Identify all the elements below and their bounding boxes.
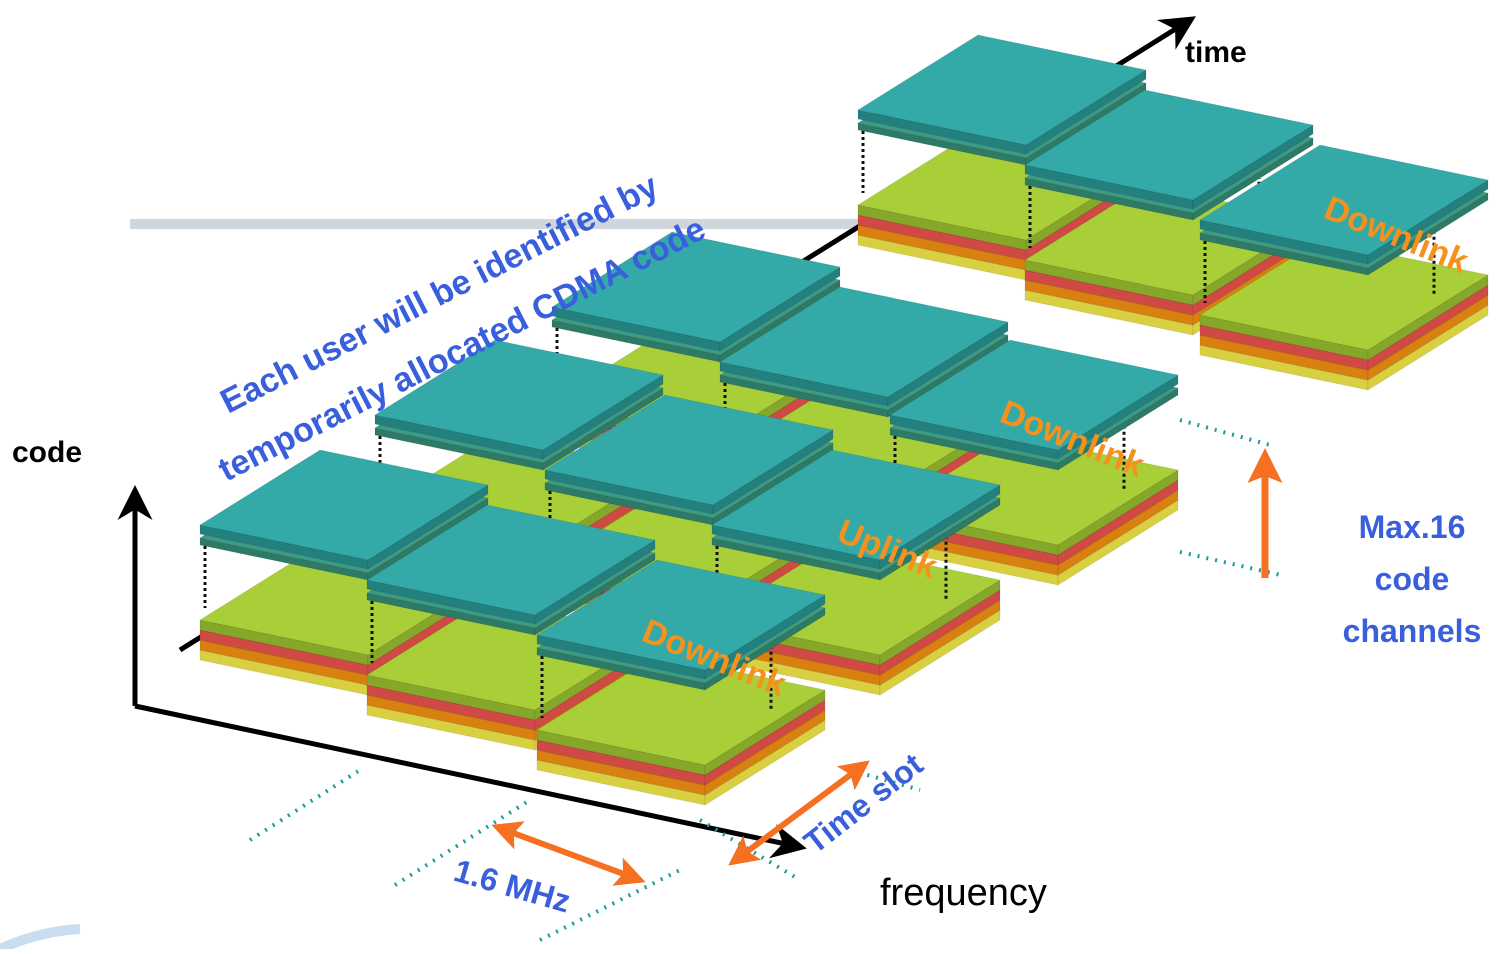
max-code-channels-line-1: Max.16 [1359, 509, 1466, 545]
slot-stack [1198, 144, 1490, 391]
bandwidth-arrow [491, 821, 646, 886]
layer-teal-top-top [373, 339, 665, 451]
layer-teal-top-top [543, 394, 835, 506]
layer-teal-top-top [198, 449, 490, 561]
layer-teal-top-top [1198, 144, 1490, 256]
layer-teal-top-top [550, 231, 842, 343]
time-slot-arrow [728, 760, 870, 866]
layer-lime-top [535, 654, 827, 766]
layer-teal-top-top [718, 286, 1010, 398]
slot-stack [888, 339, 1180, 586]
layer-lime-top [1198, 239, 1490, 351]
bandwidth-label: 1.6 MHz [450, 852, 574, 919]
layer-teal-top-top [710, 449, 1002, 561]
max-code-channels-line-2: code [1375, 561, 1450, 597]
layer-teal-top-top [1023, 89, 1315, 201]
max-code-channels-line-3: channels [1343, 613, 1482, 649]
slot-stacks [198, 34, 1490, 806]
layer-teal-top-top [535, 559, 827, 671]
code-axis-label: code [12, 436, 82, 469]
frequency-axis-label: frequency [880, 872, 1047, 914]
time-axis-label: time [1185, 36, 1247, 69]
slot-stack [535, 559, 827, 806]
guide-lines [248, 418, 1286, 942]
frequency-axis [134, 703, 807, 859]
corner-swoosh [0, 924, 81, 954]
layer-teal-top-top [888, 339, 1180, 451]
layer-teal-top-top [365, 504, 657, 616]
layer-teal-top-top [856, 34, 1148, 146]
